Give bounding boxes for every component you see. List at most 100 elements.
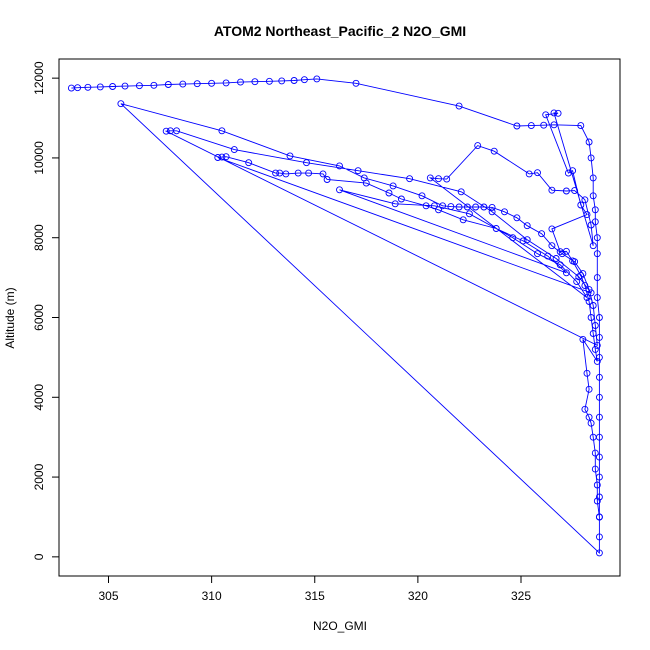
data-point bbox=[589, 242, 597, 250]
data-point bbox=[397, 195, 405, 203]
data-point bbox=[455, 102, 463, 110]
data-point bbox=[595, 413, 603, 421]
data-point bbox=[540, 121, 548, 129]
data-point bbox=[595, 493, 603, 501]
x-tick-label: 305 bbox=[98, 589, 118, 603]
y-tick-label: 6000 bbox=[32, 304, 46, 331]
data-point bbox=[525, 170, 533, 178]
data-point bbox=[305, 169, 313, 177]
data-point bbox=[595, 549, 603, 557]
data-point bbox=[430, 202, 438, 210]
x-tick-label: 315 bbox=[305, 589, 325, 603]
data-point bbox=[587, 154, 595, 162]
data-point bbox=[591, 206, 599, 214]
data-point bbox=[251, 78, 259, 86]
data-point bbox=[581, 405, 589, 413]
data-point bbox=[150, 81, 158, 89]
data-point bbox=[593, 481, 601, 489]
data-point bbox=[443, 175, 451, 183]
data-point bbox=[457, 188, 465, 196]
data-point bbox=[385, 189, 393, 197]
data-point bbox=[562, 187, 570, 195]
data-point bbox=[548, 225, 556, 233]
data-point bbox=[488, 203, 496, 211]
data-point bbox=[222, 79, 230, 87]
data-point bbox=[585, 298, 593, 305]
data-point bbox=[595, 373, 603, 381]
y-axis-label: Altitude (m) bbox=[3, 287, 17, 348]
data-point bbox=[193, 80, 201, 88]
data-point bbox=[587, 289, 595, 297]
data-point bbox=[587, 221, 595, 229]
x-tick-label: 320 bbox=[408, 589, 428, 603]
data-point bbox=[589, 433, 597, 441]
data-point bbox=[587, 314, 595, 321]
y-tick-label: 10000 bbox=[32, 141, 46, 175]
data-point bbox=[418, 192, 426, 200]
data-point bbox=[562, 269, 570, 277]
data-point bbox=[593, 274, 601, 282]
data-point bbox=[595, 473, 603, 481]
data-point bbox=[595, 333, 603, 341]
data-point bbox=[480, 203, 488, 211]
data-point bbox=[550, 109, 558, 117]
data-point bbox=[222, 153, 230, 161]
data-point bbox=[585, 138, 593, 146]
data-point bbox=[389, 182, 397, 190]
data-point bbox=[439, 202, 447, 210]
data-point bbox=[336, 162, 343, 170]
data-point bbox=[214, 154, 222, 161]
data-point bbox=[272, 169, 280, 177]
y-tick-label: 4000 bbox=[32, 384, 46, 411]
data-point bbox=[519, 237, 527, 245]
data-point bbox=[534, 169, 541, 177]
x-axis: 305 310 315 320 325 bbox=[98, 575, 531, 603]
data-point bbox=[593, 341, 601, 349]
data-point bbox=[591, 449, 599, 457]
data-point bbox=[589, 174, 597, 182]
y-tick-label: 12000 bbox=[32, 61, 46, 95]
y-tick-label: 8000 bbox=[32, 224, 46, 251]
data-point bbox=[303, 159, 310, 167]
data-point bbox=[426, 174, 434, 182]
data-point bbox=[595, 453, 603, 461]
data-point bbox=[352, 79, 360, 87]
data-point bbox=[534, 250, 541, 258]
y-tick-label: 2000 bbox=[32, 463, 46, 490]
data-point bbox=[294, 169, 302, 177]
data-point bbox=[278, 77, 286, 85]
data-point bbox=[523, 222, 531, 230]
data-point bbox=[595, 393, 603, 401]
data-point bbox=[509, 234, 517, 242]
data-point bbox=[585, 413, 593, 421]
data-point bbox=[595, 314, 603, 321]
plot-area bbox=[67, 75, 603, 557]
data-point bbox=[179, 80, 187, 88]
data-point bbox=[474, 142, 482, 150]
data-point bbox=[406, 175, 414, 183]
data-point bbox=[162, 127, 170, 135]
data-point bbox=[472, 203, 480, 211]
data-point bbox=[121, 82, 129, 90]
data-point bbox=[218, 153, 226, 161]
data-point bbox=[362, 179, 370, 187]
data-point bbox=[538, 230, 546, 238]
data-point bbox=[595, 353, 603, 361]
data-point bbox=[455, 203, 463, 211]
data-point bbox=[300, 76, 308, 84]
data-point bbox=[593, 234, 601, 242]
x-axis-label: N2O_GMI bbox=[313, 619, 367, 633]
data-point bbox=[74, 84, 82, 92]
data-point bbox=[323, 176, 331, 183]
series-line bbox=[71, 78, 600, 554]
data-point bbox=[554, 109, 562, 117]
data-point bbox=[581, 282, 589, 290]
data-point bbox=[230, 146, 238, 154]
data-point bbox=[573, 278, 581, 286]
data-point bbox=[569, 257, 577, 265]
data-point bbox=[117, 100, 125, 108]
data-point bbox=[577, 122, 585, 130]
data-point bbox=[585, 385, 593, 393]
data-point bbox=[135, 82, 143, 90]
data-point bbox=[589, 192, 597, 200]
